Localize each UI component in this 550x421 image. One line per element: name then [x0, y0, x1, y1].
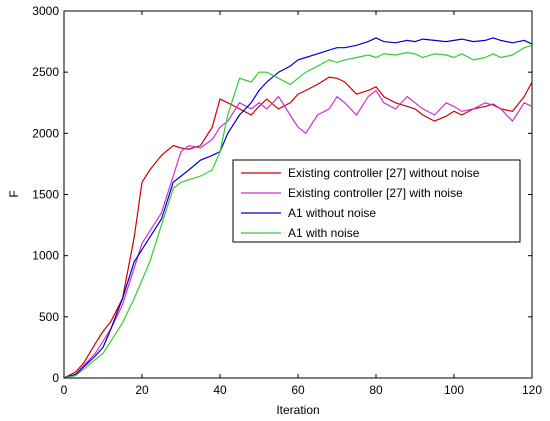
series-layer: [63, 37, 533, 379]
legend-items: Existing controller [27] without noise Ex…: [241, 166, 480, 240]
x-tick-label: 0: [61, 383, 68, 397]
x-tick-label: 120: [522, 383, 542, 397]
legend-label-2: Existing controller [27] with noise: [288, 186, 463, 200]
y-tick-label: 1000: [32, 249, 59, 263]
x-tick-label: 100: [444, 383, 464, 397]
series-line-1: [63, 76, 533, 379]
y-tick-label: 2000: [32, 126, 59, 140]
legend-box: [232, 159, 521, 243]
x-tick-label: 20: [135, 383, 149, 397]
series-line-3: [63, 37, 533, 379]
y-ticks: 0 500 1000 1500 2000 2500 3000: [32, 4, 532, 385]
legend-label-3: A1 without noise: [288, 206, 376, 220]
x-tick-label: 80: [369, 383, 383, 397]
y-tick-label: 0: [52, 371, 59, 385]
y-tick-label: 2500: [32, 65, 59, 79]
y-tick-label: 1500: [32, 188, 59, 202]
legend-label-4: A1 with noise: [288, 226, 360, 240]
x-axis-label: Iteration: [276, 403, 319, 417]
series-line-2: [63, 89, 533, 379]
y-axis-label: F: [7, 190, 21, 197]
y-tick-label: 3000: [32, 4, 59, 18]
legend: Existing controller [27] without noise Ex…: [232, 159, 521, 243]
y-tick-label: 500: [39, 310, 59, 324]
legend-label-1: Existing controller [27] without noise: [288, 166, 480, 180]
series-line-4: [63, 44, 533, 379]
x-ticks: 0 20 40 60 80 100 120: [61, 11, 542, 397]
x-tick-label: 60: [291, 383, 305, 397]
x-tick-label: 40: [213, 383, 227, 397]
